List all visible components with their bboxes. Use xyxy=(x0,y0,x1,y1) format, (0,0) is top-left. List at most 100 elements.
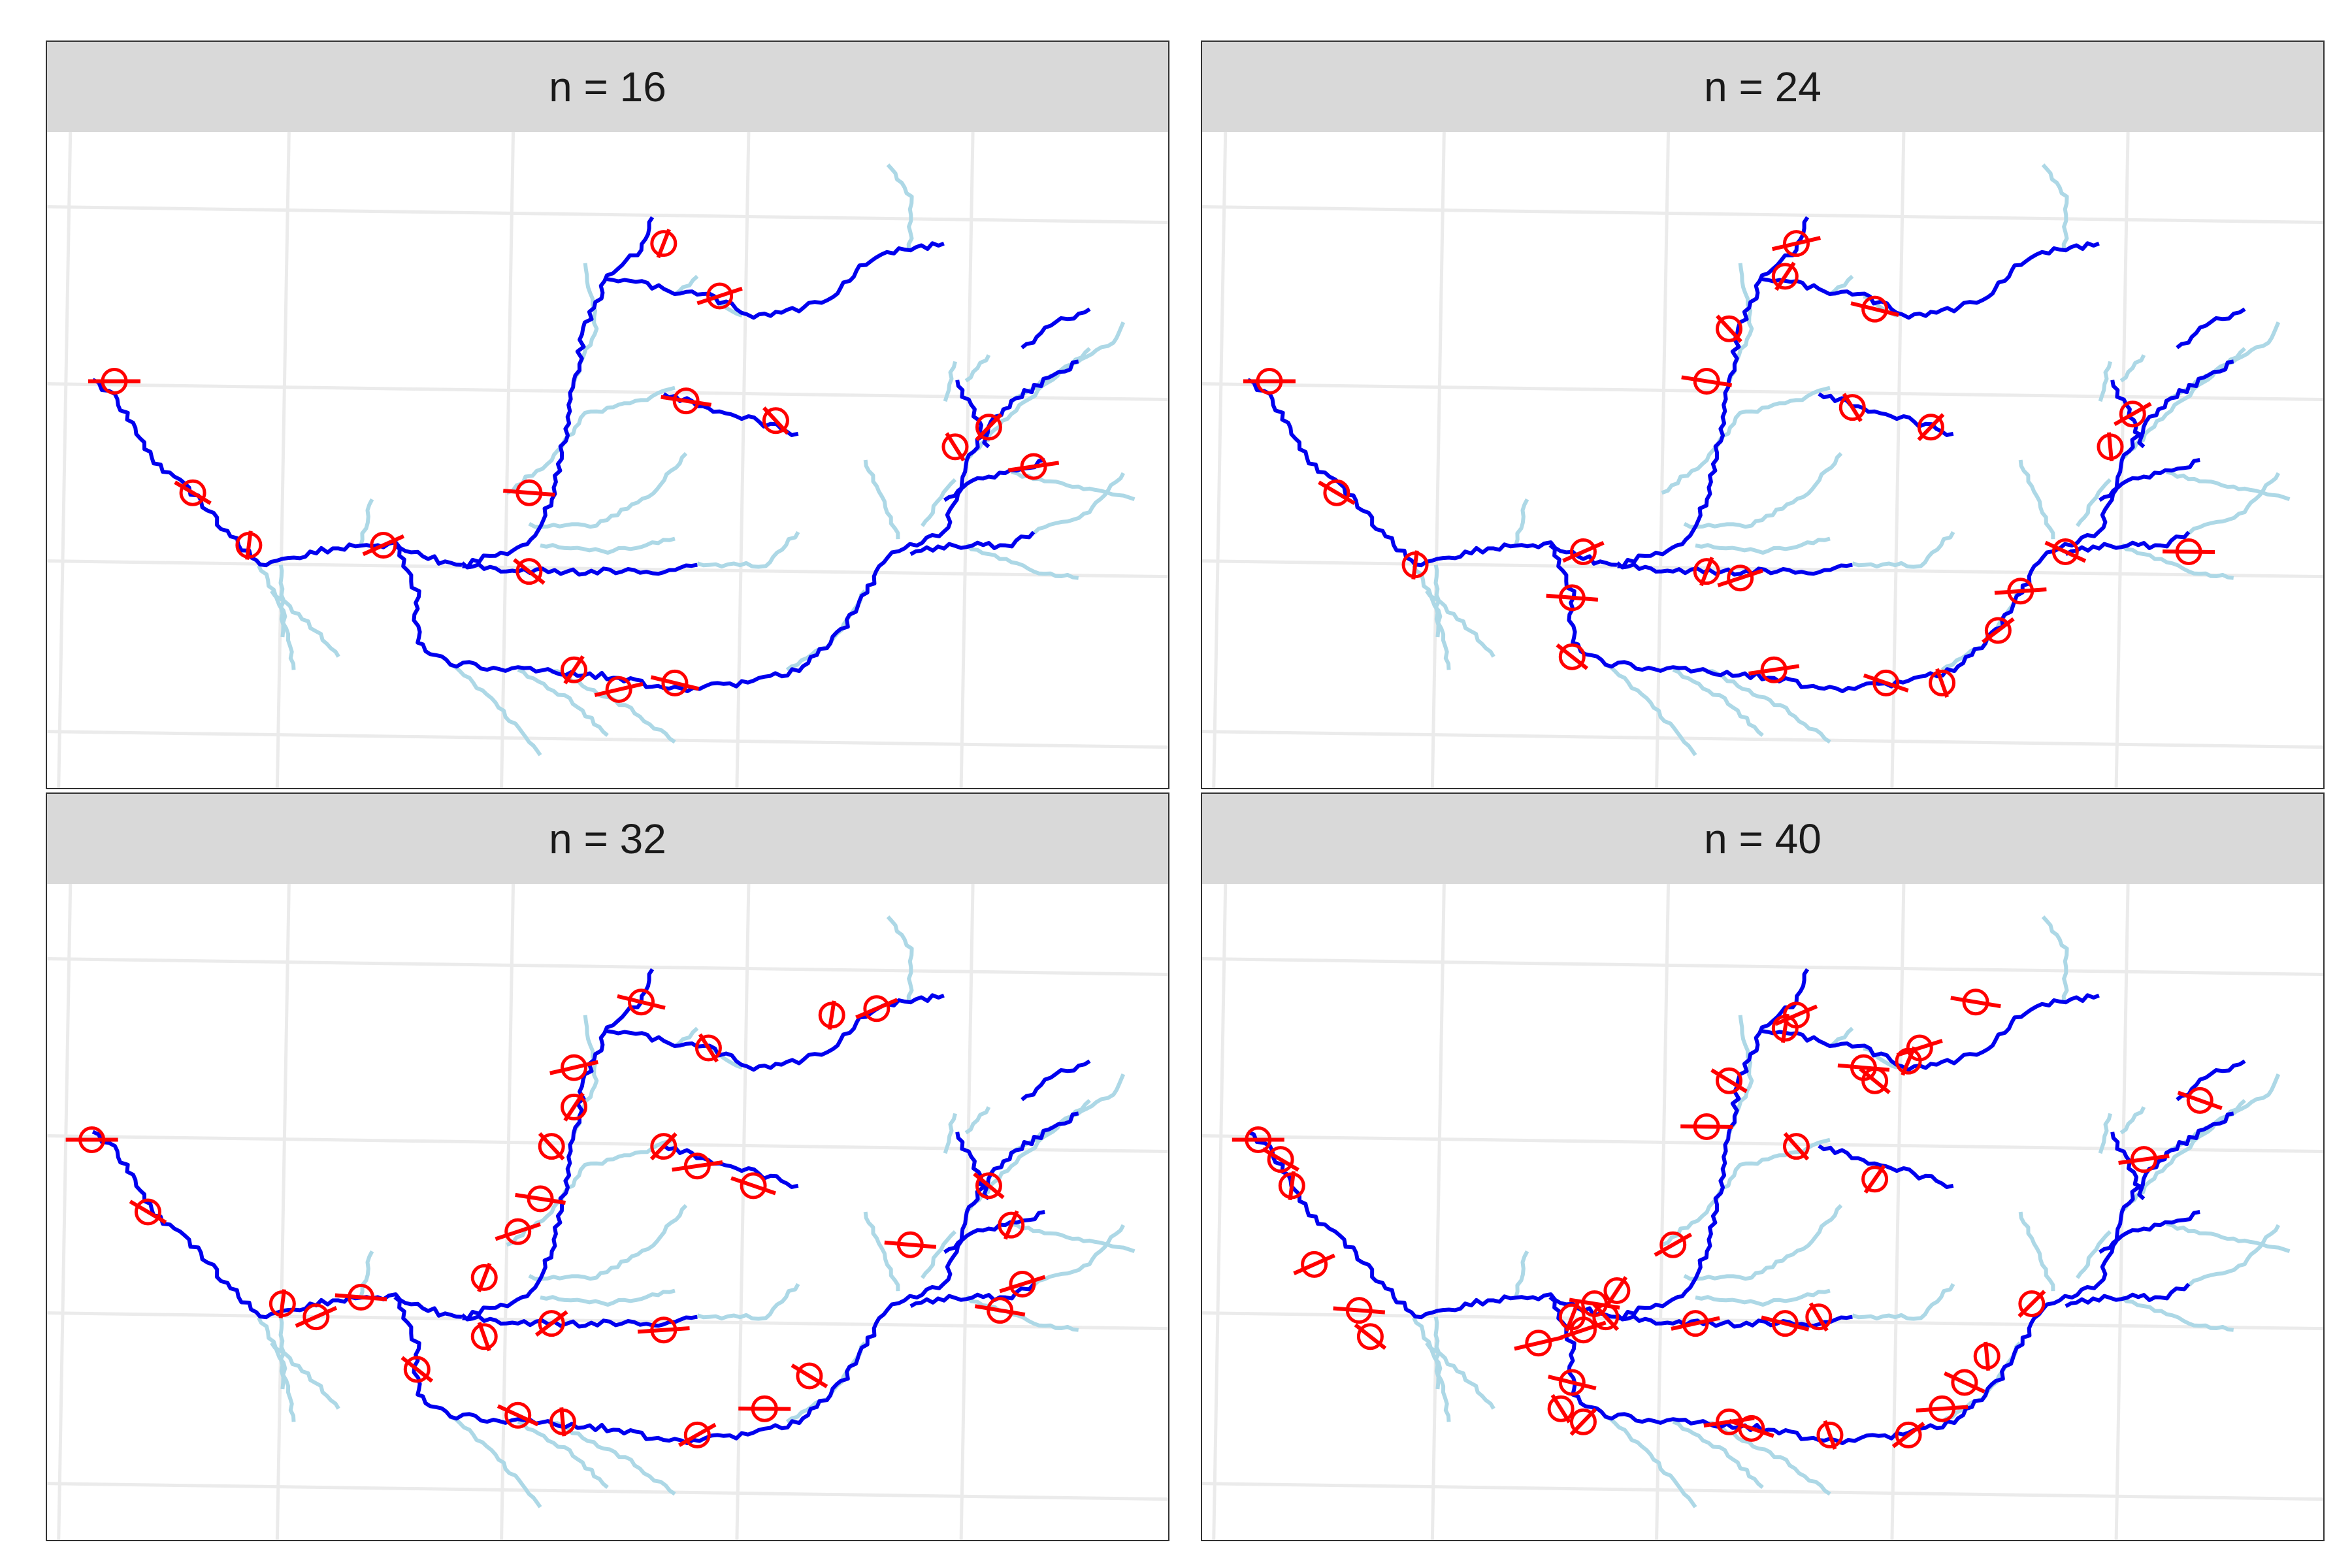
sample-segment xyxy=(1774,1004,1818,1026)
sample-site-marker xyxy=(1603,1277,1631,1304)
tributary-line xyxy=(517,668,609,737)
graticule xyxy=(1202,132,2323,788)
sample-site-marker xyxy=(1693,558,1720,585)
sample-site-marker xyxy=(2007,578,2034,605)
sample-site-marker xyxy=(1984,617,2012,644)
tributary-line xyxy=(528,1203,688,1281)
main-river-line xyxy=(909,1282,1036,1309)
main-river-line xyxy=(461,1313,698,1329)
main-river-line xyxy=(943,1210,1045,1254)
tributaries xyxy=(1412,915,2291,1509)
sample-site-marker xyxy=(1267,1146,1294,1173)
sample-site-marker xyxy=(302,1303,330,1331)
graticule-parallel xyxy=(1202,730,2323,749)
sample-site-marker xyxy=(1569,538,1597,566)
sample-segment xyxy=(1896,1039,1943,1057)
sample-segment xyxy=(1003,1210,1019,1240)
graticule-parallel xyxy=(47,1482,1168,1501)
main-rivers xyxy=(91,968,1091,1445)
graticule-meridian xyxy=(1212,132,1228,788)
tributary-line xyxy=(359,1250,374,1298)
sample-site-marker xyxy=(1962,988,1989,1016)
sample-segment xyxy=(2177,1090,2223,1111)
sample-site-marker xyxy=(1929,1395,1956,1422)
sample-site-marker xyxy=(1861,295,1889,323)
tributary-line xyxy=(1032,472,1126,535)
tributary-line xyxy=(1695,1288,1831,1307)
sample-segment xyxy=(174,480,212,505)
tributary-line xyxy=(943,1113,957,1154)
main-river-line xyxy=(1021,1059,1091,1102)
sample-site-marker xyxy=(1929,669,1956,696)
tributary-line xyxy=(921,1230,957,1279)
sample-segment xyxy=(549,1060,599,1075)
facet-strip: n = 40 xyxy=(1201,792,2325,885)
main-river-line xyxy=(2065,1282,2191,1309)
tributary-line xyxy=(964,354,991,383)
graticule-parallel xyxy=(47,956,1168,976)
tributary-line xyxy=(2018,459,2055,540)
tributary-line xyxy=(257,564,296,670)
tributary-line xyxy=(2076,478,2112,527)
sample-site-marker xyxy=(1278,1172,1305,1200)
sample-site-marker xyxy=(1816,1421,1844,1448)
tributary-line xyxy=(257,1316,296,1422)
tributary-line xyxy=(1683,451,1843,529)
sample-site-marker xyxy=(1525,1330,1552,1357)
sample-segment xyxy=(1411,550,1419,580)
tributary-line xyxy=(1514,1250,1529,1298)
tributaries xyxy=(1412,163,2291,757)
facet-title: n = 32 xyxy=(549,815,666,862)
sample-site-marker xyxy=(1805,1303,1833,1331)
sample-site-marker xyxy=(78,1126,106,1154)
sample-site-marker xyxy=(2186,1086,2213,1114)
sample-segment xyxy=(477,1262,492,1293)
sample-segment xyxy=(1546,593,1599,602)
sample-segment xyxy=(129,1200,167,1224)
tributaries xyxy=(257,163,1135,757)
sample-segment xyxy=(884,1240,937,1249)
graticule-meridian xyxy=(1655,884,1671,1540)
sample-site-marker xyxy=(1760,656,1788,683)
sample-segment xyxy=(1916,1405,1968,1413)
tributary-line xyxy=(1412,564,1451,670)
tributary-line xyxy=(2041,163,2069,250)
sample-segment xyxy=(1548,1375,1597,1390)
sample-site-marker xyxy=(1738,1414,1765,1442)
sample-segment xyxy=(827,1000,836,1030)
river-network-map xyxy=(1202,132,2323,788)
tributary-line xyxy=(1661,1137,1831,1247)
main-river-line xyxy=(955,380,990,449)
tributary-line xyxy=(1852,1282,1955,1321)
tributary-line xyxy=(965,543,1079,580)
tributary-line xyxy=(2166,470,2291,502)
sample-site-marker xyxy=(1782,1002,1810,1029)
sample-site-marker xyxy=(1716,1067,1743,1094)
sample-segment xyxy=(672,1160,723,1172)
graticule-parallel xyxy=(47,730,1168,749)
sample-site-marker xyxy=(504,1218,532,1245)
tributary-line xyxy=(2076,1230,2112,1279)
graticule-meridian xyxy=(1430,132,1446,788)
sample-site-marker xyxy=(941,433,969,461)
sample-segment xyxy=(1863,673,1909,693)
sample-site-marker xyxy=(672,387,700,415)
sample-site-marker xyxy=(1693,368,1720,395)
sample-site-marker xyxy=(1782,230,1810,257)
facet-title: n = 40 xyxy=(1704,815,1821,862)
main-river-line xyxy=(2110,1132,2146,1201)
sample-segment xyxy=(495,1222,541,1241)
main-river-line xyxy=(1818,1144,1954,1189)
facet-strip: n = 16 xyxy=(46,41,1169,133)
tributary-line xyxy=(965,1295,1079,1332)
sample-site-marker xyxy=(1973,1343,2001,1370)
tributary-line xyxy=(2018,1211,2055,1292)
sample-site-marker xyxy=(1771,1310,1799,1337)
tributary-line xyxy=(1011,1222,1135,1254)
tributary-line xyxy=(2098,361,2112,402)
sample-site-marker xyxy=(1009,1270,1036,1298)
sample-site-marker xyxy=(2097,433,2124,461)
tributary-line xyxy=(540,536,676,555)
tributary-line xyxy=(1683,1203,1843,1281)
tributary-line xyxy=(359,498,374,546)
